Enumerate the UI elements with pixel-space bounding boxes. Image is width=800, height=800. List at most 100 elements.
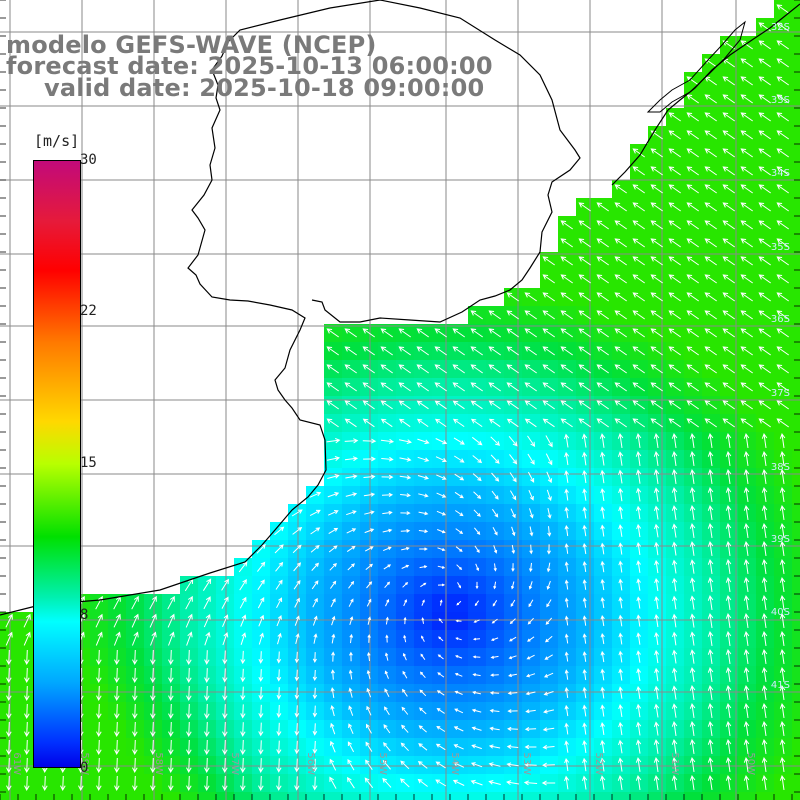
wind-speed-cell <box>522 792 540 800</box>
wind-arrow <box>776 130 789 140</box>
wind-arrow <box>362 346 375 356</box>
wind-arrow <box>383 546 392 552</box>
wind-arrow <box>417 475 430 480</box>
wind-arrow <box>240 704 246 719</box>
wind-arrow <box>470 310 483 320</box>
wind-speed-cell <box>792 576 800 594</box>
wind-arrow <box>434 346 447 356</box>
wind-arrow <box>704 94 717 104</box>
wind-speed-cell <box>792 360 800 378</box>
wind-arrow <box>600 560 605 573</box>
wind-arrow <box>564 687 569 698</box>
wind-arrow <box>491 508 499 518</box>
wind-arrow <box>776 40 789 50</box>
wind-arrow <box>419 565 428 569</box>
wind-arrow <box>761 433 768 448</box>
wind-arrow <box>689 739 696 754</box>
wind-arrow <box>345 474 358 479</box>
wind-arrow <box>439 599 443 606</box>
wind-arrow <box>475 581 479 590</box>
wind-arrow <box>776 220 789 230</box>
wind-arrow <box>654 631 660 646</box>
wind-arrow <box>204 631 211 646</box>
wind-arrow <box>578 274 591 284</box>
wind-arrow <box>168 631 175 646</box>
wind-arrow <box>668 292 681 302</box>
wind-arrow <box>401 724 409 733</box>
wind-arrow <box>493 581 497 590</box>
wind-arrow <box>275 561 284 572</box>
wind-arrow <box>636 721 642 736</box>
wind-arrow <box>578 238 591 248</box>
wind-arrow <box>689 487 696 502</box>
wind-arrow <box>740 418 753 428</box>
wind-arrow <box>524 364 537 374</box>
wind-arrow <box>560 418 573 428</box>
wind-arrow <box>618 614 623 627</box>
wind-arrow <box>776 346 789 356</box>
wind-arrow <box>545 453 553 466</box>
wind-arrow <box>310 545 320 553</box>
wind-arrow <box>743 595 750 610</box>
wind-arrow <box>758 220 771 230</box>
wind-arrow <box>329 758 337 771</box>
wind-arrow <box>632 382 645 392</box>
wind-arrow <box>542 364 555 374</box>
wind-speed-cell <box>144 792 162 800</box>
wind-arrow <box>488 762 501 767</box>
wind-arrow <box>689 649 696 664</box>
wind-arrow <box>366 669 371 680</box>
wind-arrow <box>204 757 210 774</box>
wind-arrow <box>632 220 645 230</box>
wind-arrow <box>294 669 300 682</box>
wind-arrow <box>507 726 518 732</box>
wind-arrow <box>344 346 357 356</box>
wind-arrow <box>398 328 411 338</box>
wind-arrow <box>761 595 768 610</box>
wind-arrow <box>614 274 627 284</box>
wind-arrow <box>401 706 409 715</box>
wind-arrow <box>436 708 445 714</box>
wind-arrow <box>672 595 678 610</box>
wind-arrow <box>542 274 555 284</box>
wind-arrow <box>96 739 102 756</box>
wind-arrow <box>493 545 498 554</box>
wind-arrow <box>596 310 609 320</box>
wind-arrow <box>508 655 517 660</box>
wind-arrow <box>382 759 391 770</box>
wind-arrow <box>455 510 464 517</box>
wind-arrow <box>632 400 645 410</box>
wind-arrow <box>114 739 120 756</box>
wind-arrow <box>329 740 336 753</box>
wind-arrow <box>654 649 660 664</box>
wind-arrow <box>384 688 390 698</box>
wind-arrow <box>776 58 789 68</box>
wind-speed-cell <box>792 288 800 306</box>
wind-arrow <box>689 451 696 466</box>
latitude-label: 34S <box>771 168 790 179</box>
wind-arrow <box>472 473 482 482</box>
wind-arrow <box>114 775 120 792</box>
wind-arrow <box>507 709 518 714</box>
colorbar-gradient <box>33 160 81 768</box>
wind-arrow <box>582 651 587 662</box>
longitude-label: 56W <box>305 752 316 775</box>
wind-arrow <box>385 598 390 607</box>
wind-arrow <box>614 184 627 194</box>
wind-arrow <box>276 669 282 682</box>
wind-arrow <box>418 493 429 498</box>
wind-arrow <box>650 220 663 230</box>
wind-arrow <box>529 508 534 519</box>
wind-arrow <box>546 471 553 484</box>
coastline-east <box>311 0 581 323</box>
wind-arrow <box>222 739 228 756</box>
wind-arrow <box>614 364 627 374</box>
wind-arrow <box>653 739 660 754</box>
wind-arrow <box>776 76 789 86</box>
longitude-label: 58W <box>153 752 164 775</box>
wind-arrow <box>671 469 678 484</box>
wind-arrow <box>600 686 605 699</box>
wind-arrow <box>344 456 359 462</box>
wind-speed-cell <box>792 522 800 540</box>
wind-arrow <box>506 400 519 410</box>
